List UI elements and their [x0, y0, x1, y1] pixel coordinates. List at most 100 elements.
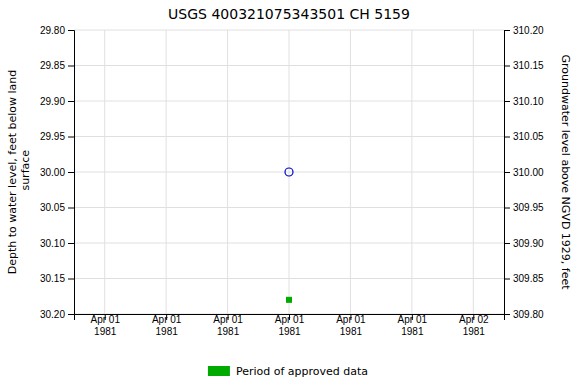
- y-tick: 30.05: [40, 202, 74, 213]
- x-tick-label: Apr 011981: [336, 314, 366, 337]
- y-tick-label: 29.90: [40, 96, 65, 107]
- y2-tick-label: 310.05: [513, 131, 544, 142]
- y2-tick: 310.15: [504, 60, 544, 71]
- axis-domain: [68, 31, 75, 315]
- y2-tick: 310.00: [504, 167, 544, 178]
- x-tick-label: Apr 021981: [459, 314, 489, 337]
- x-tick: Apr 021981: [459, 314, 489, 337]
- grid-line-x: [104, 30, 105, 314]
- y2-tick-label: 309.95: [513, 202, 544, 213]
- y-tick-label: 30.20: [40, 309, 65, 320]
- legend: Period of approved data: [208, 365, 368, 378]
- x-tick: Apr 011981: [336, 314, 366, 337]
- y-tick: 29.90: [40, 96, 74, 107]
- y2-tick: 309.85: [504, 273, 544, 284]
- tick-mark: [68, 208, 74, 209]
- y-tick: 29.95: [40, 131, 74, 142]
- text-line: Apr 01: [152, 314, 182, 325]
- y-tick-label: 30.05: [40, 202, 65, 213]
- tick-mark: [68, 172, 74, 173]
- text-line: 1981: [217, 326, 240, 337]
- text-line: Apr 02: [459, 314, 489, 325]
- series: [287, 297, 292, 302]
- y-tick-label: 30.10: [40, 238, 65, 249]
- y2-tick-label: 310.15: [513, 60, 544, 71]
- tick-mark: [504, 66, 510, 67]
- plot: Apr 011981Apr 011981Apr 011981Apr 011981…: [40, 25, 544, 337]
- point: [285, 168, 293, 176]
- series: [285, 168, 293, 176]
- tick-mark: [504, 208, 510, 209]
- y-tick-label: 30.15: [40, 273, 65, 284]
- y2-tick-label: 309.85: [513, 273, 544, 284]
- text-line: 1981: [340, 326, 363, 337]
- y2-axis: 310.20 310.15 310.10 310.05 310.00 309.95 309.…: [504, 25, 544, 320]
- y-axis: 29.80 29.85 29.90 29.95 30.00 30.05 30.10 30.15…: [40, 25, 75, 320]
- text-line: surface: [19, 150, 32, 194]
- y2-tick-label: 309.80: [513, 309, 544, 320]
- marks: [285, 168, 293, 302]
- tick-mark: [68, 314, 74, 315]
- title: USGS 400321075343501 CH 5159: [168, 6, 410, 22]
- y-tick-label: 29.85: [40, 60, 65, 71]
- tick-mark: [68, 101, 74, 102]
- text-line: 1981: [156, 326, 179, 337]
- y2-tick-label: 310.10: [513, 96, 544, 107]
- tick-mark: [504, 30, 510, 31]
- x-tick-label: Apr 011981: [213, 314, 243, 337]
- y-tick-label: 29.95: [40, 131, 65, 142]
- text-line: Groundwater level above NGVD 1929, feet: [559, 54, 572, 290]
- x-tick: Apr 011981: [90, 314, 120, 337]
- tick-mark: [504, 279, 510, 280]
- text-line: Apr 01: [213, 314, 243, 325]
- grid-line-x: [227, 30, 228, 314]
- point: [287, 297, 292, 302]
- x-tick-label: Apr 011981: [398, 314, 428, 337]
- grid-line-x: [166, 30, 167, 314]
- tick-mark: [504, 243, 510, 244]
- text-line: Apr 01: [398, 314, 428, 325]
- text-line: Depth to water level, feet below land: [6, 70, 19, 275]
- x-tick: Apr 011981: [275, 314, 305, 337]
- x-tick-label: Apr 011981: [275, 314, 305, 337]
- y2-tick: 310.20: [504, 25, 544, 36]
- y2-axis-label: Groundwater level above NGVD 1929, feet: [559, 54, 572, 290]
- grid-line-x: [411, 30, 412, 314]
- x-tick-label: Apr 011981: [90, 314, 120, 337]
- y2-tick-label: 310.00: [513, 167, 544, 178]
- y-tick: 29.85: [40, 60, 74, 71]
- y2-tick: 309.80: [504, 309, 544, 320]
- y2-tick: 309.95: [504, 202, 544, 213]
- grid-line-x: [473, 30, 474, 314]
- text-line: 1981: [278, 326, 301, 337]
- legend-swatch: [208, 366, 230, 376]
- y-tick-label: 29.80: [40, 25, 65, 36]
- y-tick: 30.15: [40, 273, 74, 284]
- y-tick: 30.00: [40, 167, 74, 178]
- y2-tick-label: 310.20: [513, 25, 544, 36]
- tick-mark: [504, 172, 510, 173]
- x-tick-label: Apr 011981: [152, 314, 182, 337]
- tick-mark: [68, 66, 74, 67]
- text-line: Apr 01: [90, 314, 120, 325]
- y2-tick: 310.10: [504, 96, 544, 107]
- axis-domain: [505, 31, 511, 315]
- y2-tick: 309.90: [504, 238, 544, 249]
- grid-line-x: [350, 30, 351, 314]
- x-tick: Apr 011981: [213, 314, 243, 337]
- y-tick: 30.20: [40, 309, 74, 320]
- grid: [74, 30, 504, 314]
- x-tick: Apr 011981: [398, 314, 428, 337]
- y-tick: 29.80: [40, 25, 74, 36]
- legend-label: Period of approved data: [236, 365, 368, 378]
- grid-line-x: [289, 30, 290, 314]
- tick-mark: [68, 30, 74, 31]
- x-tick: Apr 011981: [152, 314, 182, 337]
- y-axis-label: Depth to water level, feet below land su…: [6, 70, 32, 275]
- tick-mark: [504, 101, 510, 102]
- text-line: 1981: [463, 326, 486, 337]
- text-line: 1981: [401, 326, 424, 337]
- legend-item: Period of approved data: [208, 365, 368, 378]
- text-line: Apr 01: [275, 314, 305, 325]
- tick-mark: [504, 314, 510, 315]
